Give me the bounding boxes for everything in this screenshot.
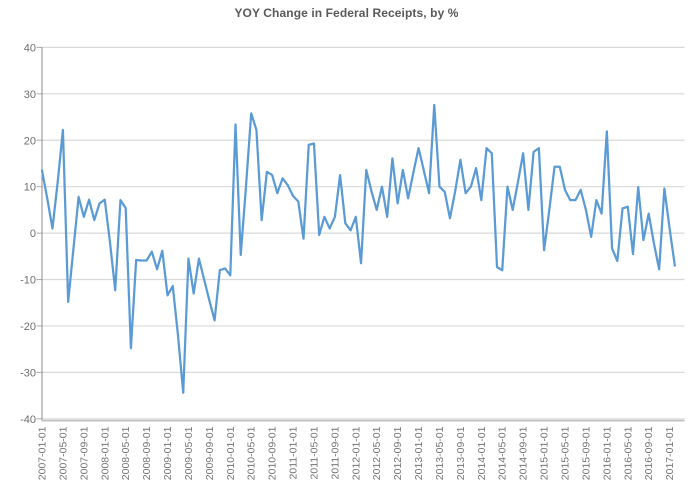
series-yoy-change-line bbox=[40, 103, 676, 394]
chart-title: YOY Change in Federal Receipts, by % bbox=[234, 6, 459, 20]
x-axis-tick-label: 2011-05-01 bbox=[308, 426, 320, 479]
y-axis-tick-label: -40 bbox=[20, 414, 36, 426]
x-axis-tick-label: 2015-01-01 bbox=[539, 426, 551, 480]
x-axis-tick-label: 2009-01-01 bbox=[162, 426, 174, 480]
x-axis-tick-label: 2007-01-01 bbox=[37, 426, 49, 480]
x-axis-tick-label: 2009-09-01 bbox=[204, 426, 216, 480]
x-axis-tick-label: 2011-01-01 bbox=[288, 426, 300, 479]
y-axis-tick-label: 0 bbox=[30, 228, 36, 240]
x-axis-tick-label: 2008-09-01 bbox=[141, 426, 153, 480]
x-axis-tick-label: 2015-09-01 bbox=[580, 426, 592, 480]
x-axis-tick-label: 2013-09-01 bbox=[455, 426, 467, 480]
y-axis-tick-label: 10 bbox=[24, 182, 36, 194]
x-axis-tick-label: 2012-09-01 bbox=[392, 426, 404, 480]
x-axis-tick-label: 2017-01-01 bbox=[664, 426, 676, 480]
x-axis-tick-label: 2013-05-01 bbox=[434, 426, 446, 480]
x-axis-tick-label: 2012-01-01 bbox=[350, 426, 362, 480]
data-series-line bbox=[40, 103, 676, 394]
y-axis-tick-label: -10 bbox=[20, 275, 36, 287]
x-axis-tick-label: 2016-09-01 bbox=[643, 426, 655, 480]
x-axis-tick-label: 2008-01-01 bbox=[99, 426, 111, 480]
y-axis-tick-marks bbox=[36, 46, 42, 420]
x-axis-tick-label: 2012-05-01 bbox=[371, 426, 383, 480]
x-axis-tick-label: 2007-09-01 bbox=[78, 426, 90, 480]
x-axis-tick-label: 2011-09-01 bbox=[329, 426, 341, 479]
y-axis-tick-label: -30 bbox=[20, 367, 36, 379]
x-axis-tick-label: 2008-05-01 bbox=[120, 426, 132, 480]
y-axis-labels: 40 30 20 10 0 -10 -20 -30 -40 bbox=[20, 42, 36, 425]
x-axis-tick-label: 2009-05-01 bbox=[183, 426, 195, 480]
x-axis-tick-label: 2010-09-01 bbox=[267, 426, 279, 480]
x-axis-tick-label: 2007-05-01 bbox=[57, 426, 69, 480]
axis-lines bbox=[41, 47, 685, 422]
x-axis-tick-label: 2014-01-01 bbox=[476, 426, 488, 480]
x-axis-tick-label: 2013-01-01 bbox=[413, 426, 425, 480]
x-axis-tick-label: 2015-05-01 bbox=[560, 426, 572, 480]
y-axis-tick-label: 20 bbox=[24, 135, 36, 147]
y-axis-tick-label: -20 bbox=[20, 321, 36, 333]
x-axis-labels: 2007-01-01 2007-05-01 2007-09-01 2008-01-01… bbox=[37, 426, 677, 480]
x-axis-tick-label: 2014-05-01 bbox=[497, 426, 509, 480]
x-axis-tick-label: 2010-01-01 bbox=[225, 426, 237, 480]
x-axis-tick-label: 2016-01-01 bbox=[601, 426, 613, 480]
x-axis-tick-label: 2016-05-01 bbox=[622, 426, 634, 480]
x-axis-tick-label: 2010-05-01 bbox=[246, 426, 258, 480]
y-axis-tick-label: 40 bbox=[24, 42, 36, 54]
y-axis-tick-label: 30 bbox=[24, 89, 36, 101]
x-axis-tick-label: 2014-09-01 bbox=[518, 426, 530, 480]
